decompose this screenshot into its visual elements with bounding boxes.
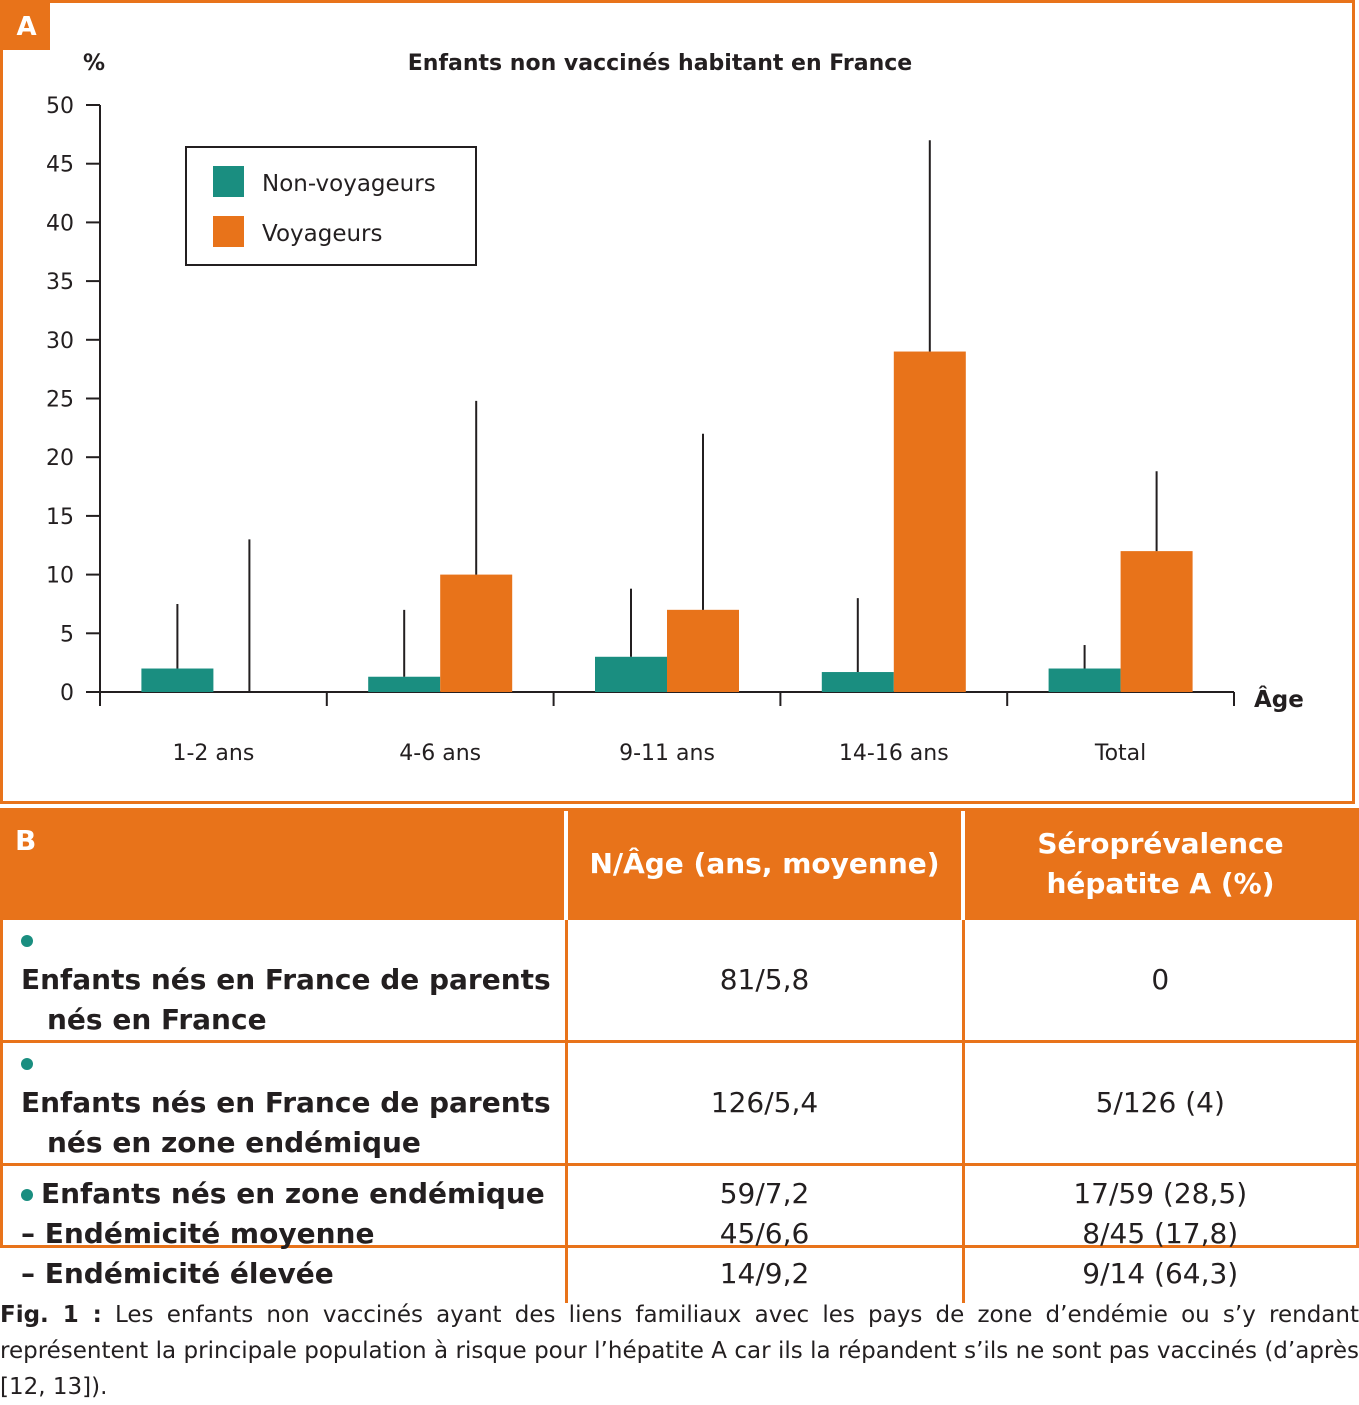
x-tick-label: 4-6 ans: [399, 741, 481, 766]
legend-label: Voyageurs: [262, 221, 383, 247]
cell-n-age: 59/7,2 45/6,6 14/9,2: [564, 1163, 963, 1303]
legend-box: [185, 146, 477, 266]
x-tick-label: 14-16 ans: [839, 741, 949, 766]
row-label-line: Enfants nés en France de parents: [21, 963, 551, 996]
bar-non-voyageurs: [595, 656, 667, 692]
cell-value: 126/5,4: [710, 1086, 819, 1119]
row-label-line: nés en zone endémique: [47, 1126, 421, 1159]
x-tick-label: 1-2 ans: [172, 741, 254, 766]
cell-seroprevalence: 17/59 (28,5) 8/45 (17,8) 9/14 (64,3): [961, 1163, 1356, 1303]
bar-non-voyageurs: [141, 668, 214, 692]
y-tick-label: 45: [46, 153, 74, 178]
row-label-line: Enfants nés en France de parents: [21, 1086, 551, 1119]
panel-b-label: B: [3, 811, 566, 919]
y-tick-label: 15: [46, 505, 74, 530]
row-label-line: – Endémicité moyenne: [21, 1217, 375, 1251]
bar-voyageurs: [667, 609, 739, 692]
cell-value: 0: [1151, 963, 1170, 996]
x-tick-label: 9-11 ans: [619, 741, 715, 766]
y-tick-label: 30: [46, 329, 74, 354]
y-tick-label: 20: [46, 446, 74, 471]
bar-voyageurs: [893, 351, 966, 692]
legend-swatch: [213, 166, 244, 197]
caption-text: Les enfants non vaccinés ayant des liens…: [0, 1302, 1359, 1400]
bar-voyageurs: [1120, 551, 1193, 692]
x-axis-label: Âge: [1254, 685, 1304, 713]
cell-value: 8/45 (17,8): [1082, 1217, 1239, 1251]
table-row: Enfants nés en France de parents nés en F…: [3, 917, 1356, 1042]
panel-b: B N/Âge (ans, moyenne) Séroprévalence hé…: [0, 808, 1359, 1303]
cell-value: 81/5,8: [719, 963, 810, 996]
row-label-line: nés en France: [47, 1003, 267, 1036]
legend-swatch: [213, 216, 244, 247]
y-tick-label: 35: [46, 270, 74, 295]
cell-value: 59/7,2: [719, 1177, 810, 1211]
header-seroprevalence-text: Séroprévalence hépatite A (%): [1037, 827, 1284, 900]
cell-n-age: 126/5,4: [564, 1040, 963, 1165]
y-tick-label: 5: [60, 622, 74, 647]
panel-a-label: A: [3, 3, 50, 50]
cell-value: 9/14 (64,3): [1082, 1257, 1239, 1291]
panel-a: A: [0, 0, 1355, 804]
header-seroprevalence: Séroprévalence hépatite A (%): [961, 811, 1356, 919]
bar-non-voyageurs: [368, 676, 441, 692]
table-row: Enfants nés en zone endémique – Endémicit…: [3, 1163, 1356, 1303]
row-label-line: – Endémicité élevée: [21, 1257, 334, 1291]
y-tick-label: 10: [46, 564, 74, 589]
cell-seroprevalence: 5/126 (4): [961, 1040, 1356, 1165]
row-label: Enfants nés en France de parents nés en F…: [3, 917, 566, 1042]
y-tick-label: 40: [46, 211, 74, 236]
y-tick-label: 50: [46, 94, 74, 119]
bar-non-voyageurs: [821, 672, 894, 692]
bullet-icon: [21, 935, 33, 947]
table-header-row: B N/Âge (ans, moyenne) Séroprévalence hé…: [3, 811, 1356, 919]
y-tick-label: 0: [60, 681, 74, 706]
y-axis-label: %: [83, 51, 105, 76]
cell-value: 14/9,2: [719, 1257, 810, 1291]
bar-voyageurs: [440, 574, 513, 692]
bar-chart: Enfants non vaccinés habitant en France%…: [46, 51, 1304, 766]
figure-caption: Fig. 1 : Les enfants non vaccinés ayant …: [0, 1297, 1359, 1405]
cell-value: 17/59 (28,5): [1073, 1177, 1248, 1211]
chart-title: Enfants non vaccinés habitant en France: [408, 51, 912, 76]
row-label-line: Enfants nés en zone endémique: [41, 1177, 545, 1211]
cell-value: 45/6,6: [719, 1217, 810, 1251]
row-label: Enfants nés en France de parents nés en z…: [3, 1040, 566, 1165]
cell-value: 5/126 (4): [1095, 1086, 1225, 1119]
header-n-age: N/Âge (ans, moyenne): [564, 811, 963, 919]
row-label: Enfants nés en zone endémique – Endémicit…: [3, 1163, 566, 1303]
bullet-icon: [21, 1189, 33, 1202]
cell-seroprevalence: 0: [961, 917, 1356, 1042]
y-tick-label: 25: [46, 388, 74, 413]
cell-n-age: 81/5,8: [564, 917, 963, 1042]
caption-prefix: Fig. 1 :: [0, 1302, 102, 1328]
bullet-icon: [21, 1058, 33, 1070]
seroprevalence-table: B N/Âge (ans, moyenne) Séroprévalence hé…: [3, 811, 1356, 1303]
bar-non-voyageurs: [1048, 668, 1121, 692]
table-row: Enfants nés en France de parents nés en z…: [3, 1040, 1356, 1165]
x-tick-label: Total: [1094, 741, 1146, 766]
legend-label: Non-voyageurs: [262, 171, 436, 197]
